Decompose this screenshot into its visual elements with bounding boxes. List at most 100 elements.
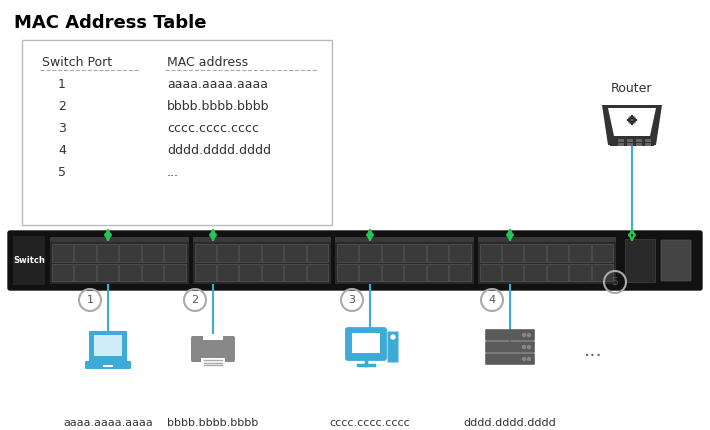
FancyBboxPatch shape bbox=[485, 329, 535, 341]
FancyBboxPatch shape bbox=[502, 264, 523, 281]
FancyBboxPatch shape bbox=[618, 139, 624, 141]
FancyBboxPatch shape bbox=[382, 244, 403, 261]
FancyBboxPatch shape bbox=[359, 244, 381, 261]
Text: MAC Address Table: MAC Address Table bbox=[14, 14, 207, 32]
FancyBboxPatch shape bbox=[284, 244, 305, 261]
FancyBboxPatch shape bbox=[97, 244, 119, 261]
FancyBboxPatch shape bbox=[618, 143, 624, 145]
FancyBboxPatch shape bbox=[627, 139, 633, 141]
FancyBboxPatch shape bbox=[217, 264, 239, 281]
FancyBboxPatch shape bbox=[97, 264, 119, 281]
FancyBboxPatch shape bbox=[239, 264, 261, 281]
Text: Switch: Switch bbox=[13, 256, 45, 265]
FancyBboxPatch shape bbox=[569, 244, 591, 261]
FancyBboxPatch shape bbox=[52, 264, 73, 281]
FancyBboxPatch shape bbox=[645, 139, 651, 141]
FancyBboxPatch shape bbox=[479, 244, 501, 261]
FancyBboxPatch shape bbox=[85, 361, 131, 369]
FancyBboxPatch shape bbox=[502, 244, 523, 261]
FancyBboxPatch shape bbox=[524, 244, 546, 261]
Polygon shape bbox=[602, 105, 662, 145]
Text: 4: 4 bbox=[58, 144, 66, 157]
Circle shape bbox=[528, 345, 530, 348]
FancyBboxPatch shape bbox=[307, 264, 328, 281]
FancyBboxPatch shape bbox=[119, 264, 141, 281]
FancyBboxPatch shape bbox=[627, 143, 633, 145]
Text: 5: 5 bbox=[611, 277, 618, 287]
Text: bbbb.bbbb.bbbb: bbbb.bbbb.bbbb bbox=[168, 418, 258, 428]
Text: 3: 3 bbox=[349, 295, 356, 305]
FancyBboxPatch shape bbox=[382, 264, 403, 281]
Text: 1: 1 bbox=[87, 295, 94, 305]
FancyBboxPatch shape bbox=[262, 244, 283, 261]
FancyBboxPatch shape bbox=[94, 335, 122, 356]
FancyBboxPatch shape bbox=[89, 331, 127, 363]
FancyBboxPatch shape bbox=[119, 244, 141, 261]
FancyBboxPatch shape bbox=[8, 231, 702, 290]
FancyBboxPatch shape bbox=[75, 264, 96, 281]
FancyBboxPatch shape bbox=[427, 264, 448, 281]
FancyBboxPatch shape bbox=[478, 237, 616, 284]
FancyBboxPatch shape bbox=[449, 244, 471, 261]
FancyBboxPatch shape bbox=[479, 264, 501, 281]
Circle shape bbox=[523, 357, 525, 360]
FancyBboxPatch shape bbox=[284, 264, 305, 281]
FancyBboxPatch shape bbox=[645, 143, 651, 145]
FancyBboxPatch shape bbox=[485, 341, 535, 353]
FancyBboxPatch shape bbox=[52, 244, 73, 261]
Circle shape bbox=[528, 334, 530, 337]
Text: 2: 2 bbox=[192, 295, 199, 305]
FancyBboxPatch shape bbox=[335, 237, 474, 284]
FancyBboxPatch shape bbox=[142, 264, 163, 281]
FancyBboxPatch shape bbox=[388, 332, 398, 362]
FancyBboxPatch shape bbox=[13, 236, 45, 285]
Circle shape bbox=[523, 334, 525, 337]
Circle shape bbox=[523, 345, 525, 348]
FancyBboxPatch shape bbox=[427, 244, 448, 261]
Circle shape bbox=[528, 357, 530, 360]
FancyBboxPatch shape bbox=[625, 239, 655, 282]
FancyBboxPatch shape bbox=[352, 333, 380, 353]
Text: 1: 1 bbox=[58, 78, 66, 91]
FancyBboxPatch shape bbox=[50, 237, 188, 242]
FancyBboxPatch shape bbox=[547, 244, 568, 261]
FancyBboxPatch shape bbox=[201, 358, 225, 368]
Text: ...: ... bbox=[167, 166, 179, 179]
Text: cccc.cccc.cccc: cccc.cccc.cccc bbox=[329, 418, 410, 428]
Text: dddd.dddd.dddd: dddd.dddd.dddd bbox=[464, 418, 557, 428]
Text: 4: 4 bbox=[488, 295, 496, 305]
Text: aaaa.aaaa.aaaa: aaaa.aaaa.aaaa bbox=[167, 78, 268, 91]
FancyBboxPatch shape bbox=[195, 244, 216, 261]
FancyBboxPatch shape bbox=[239, 244, 261, 261]
FancyBboxPatch shape bbox=[262, 264, 283, 281]
FancyBboxPatch shape bbox=[485, 353, 535, 365]
FancyBboxPatch shape bbox=[203, 334, 223, 340]
FancyBboxPatch shape bbox=[524, 264, 546, 281]
Polygon shape bbox=[608, 108, 656, 136]
FancyBboxPatch shape bbox=[195, 264, 216, 281]
FancyBboxPatch shape bbox=[192, 237, 331, 284]
Text: aaaa.aaaa.aaaa: aaaa.aaaa.aaaa bbox=[63, 418, 153, 428]
FancyBboxPatch shape bbox=[217, 244, 239, 261]
FancyBboxPatch shape bbox=[164, 244, 185, 261]
Text: 2: 2 bbox=[58, 100, 66, 113]
FancyBboxPatch shape bbox=[191, 336, 235, 362]
FancyBboxPatch shape bbox=[591, 264, 613, 281]
FancyBboxPatch shape bbox=[661, 240, 691, 281]
Text: cccc.cccc.cccc: cccc.cccc.cccc bbox=[167, 122, 259, 135]
FancyBboxPatch shape bbox=[75, 244, 96, 261]
FancyBboxPatch shape bbox=[164, 264, 185, 281]
FancyBboxPatch shape bbox=[50, 237, 188, 284]
FancyBboxPatch shape bbox=[22, 40, 332, 225]
FancyBboxPatch shape bbox=[547, 264, 568, 281]
Text: 5: 5 bbox=[58, 166, 66, 179]
Text: 3: 3 bbox=[58, 122, 66, 135]
Text: dddd.dddd.dddd: dddd.dddd.dddd bbox=[167, 144, 271, 157]
FancyBboxPatch shape bbox=[335, 237, 474, 242]
FancyBboxPatch shape bbox=[636, 139, 642, 141]
Text: bbbb.bbbb.bbbb: bbbb.bbbb.bbbb bbox=[167, 100, 270, 113]
FancyBboxPatch shape bbox=[346, 329, 386, 359]
FancyBboxPatch shape bbox=[337, 264, 359, 281]
Circle shape bbox=[391, 335, 395, 339]
FancyBboxPatch shape bbox=[610, 137, 654, 146]
